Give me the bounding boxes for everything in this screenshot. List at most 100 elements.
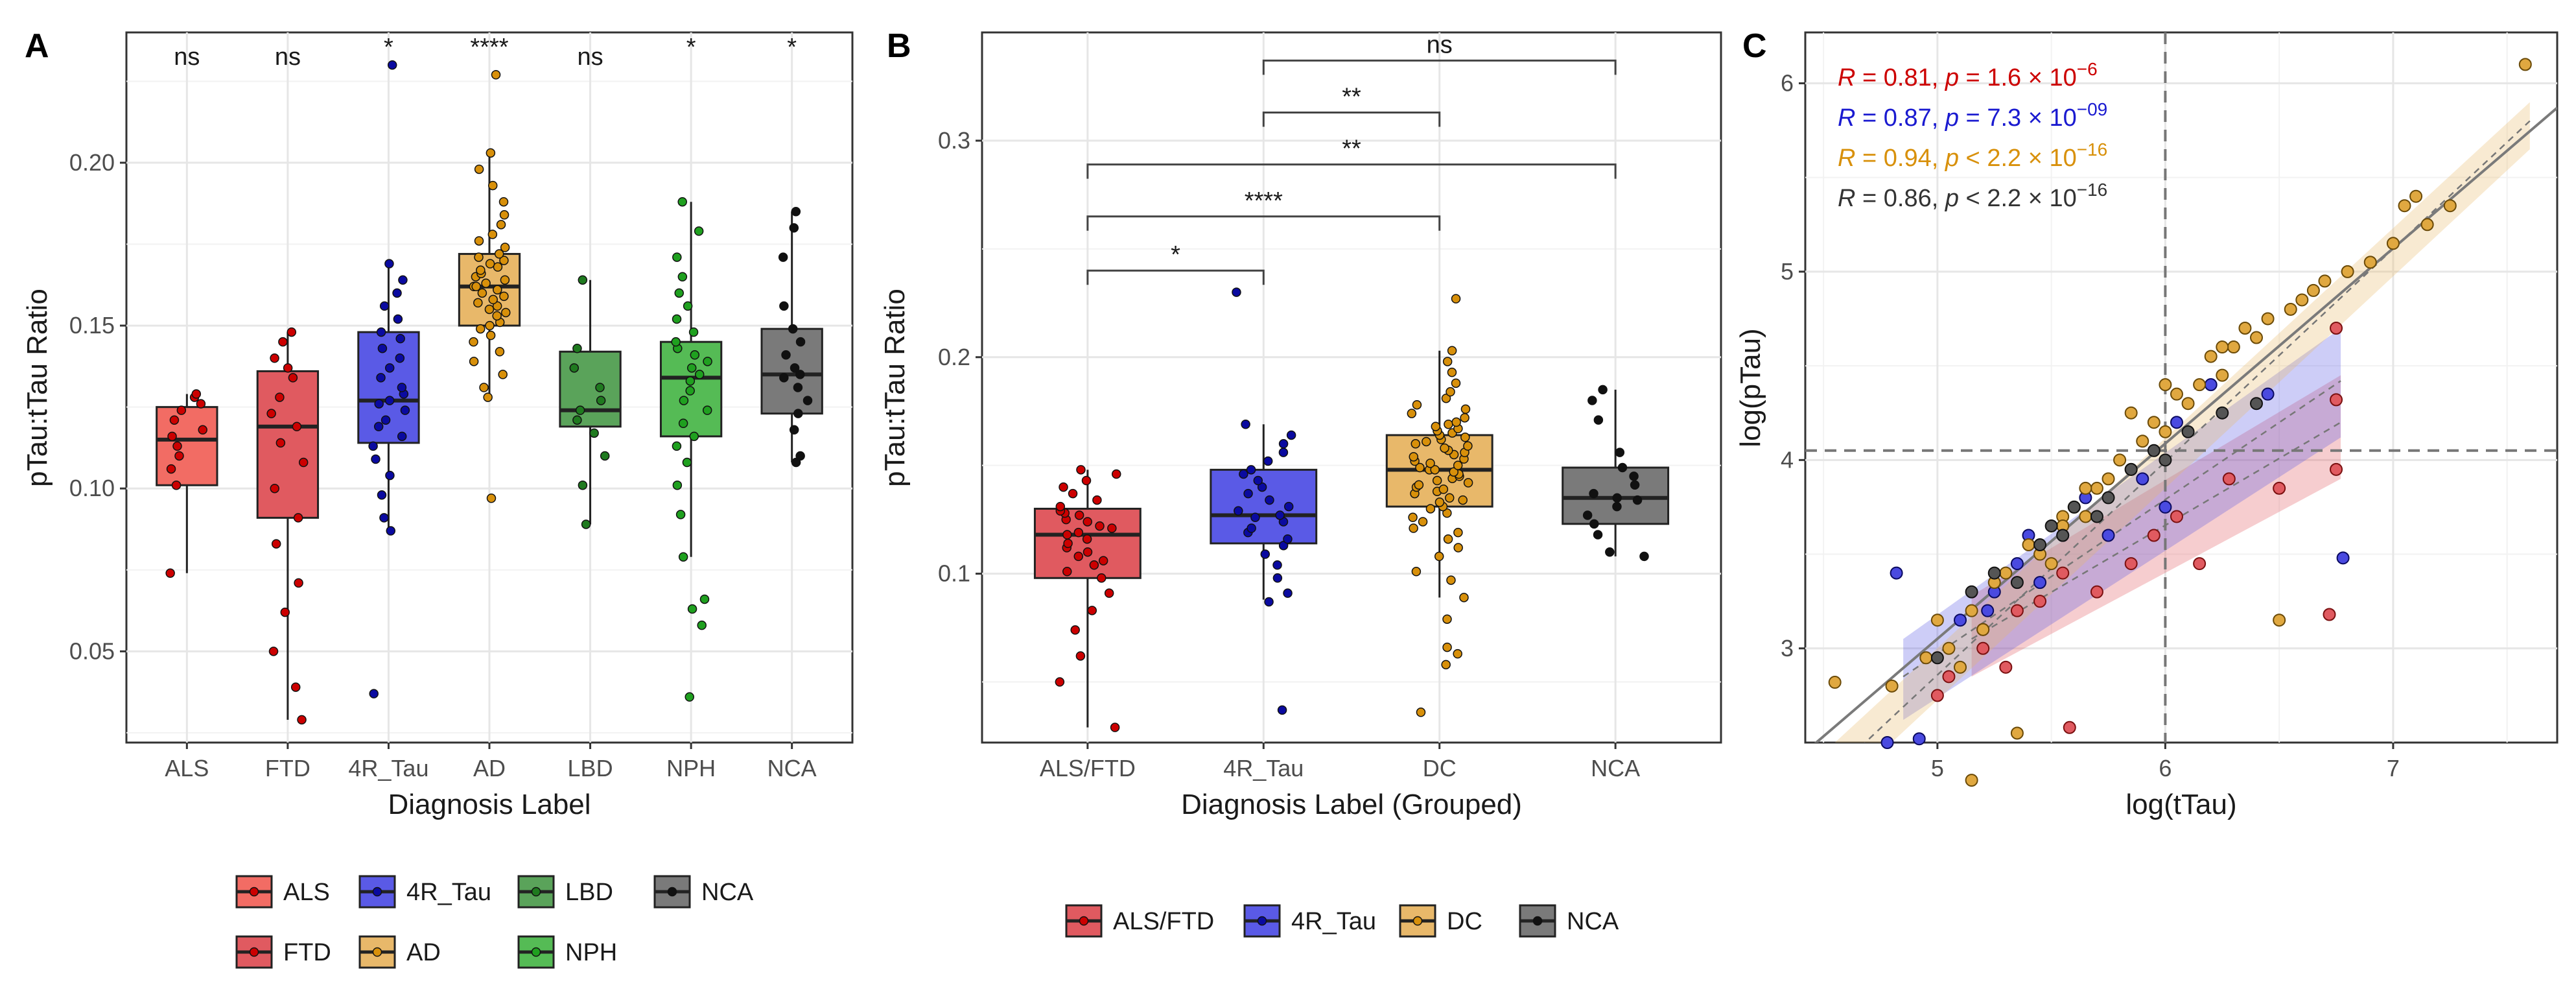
panel-a-boxes: ns ns * **** ns * * (156, 34, 823, 725)
data-point (474, 236, 484, 246)
x-tick-label: 7 (2387, 755, 2400, 781)
data-point (2273, 481, 2286, 495)
data-point (368, 441, 378, 451)
panel-c-y-axis-title: log(pTau) (1735, 328, 1766, 447)
y-tick-label: 0.3 (938, 127, 970, 154)
data-point (2386, 237, 2400, 250)
data-point (589, 428, 599, 438)
data-point (499, 291, 509, 302)
data-point (486, 494, 497, 503)
data-point (498, 197, 509, 207)
box-body (256, 370, 320, 519)
data-point (275, 438, 286, 448)
x-tick-label: 4R_Tau (348, 755, 428, 781)
legend-label: DC (1447, 908, 1482, 935)
panel-a: ns ns * **** ns * * 0.050.100.150.20 ALS FTD 4R_… (21, 31, 854, 969)
legend-item: AD (358, 935, 441, 969)
data-point (793, 409, 803, 418)
box-lbd (559, 275, 622, 529)
data-point (1283, 501, 1294, 512)
x-tick-label: 5 (1931, 755, 1944, 781)
legend-key-point (1412, 916, 1423, 926)
data-point (280, 607, 290, 617)
data-point (477, 288, 487, 298)
data-point (384, 259, 394, 268)
legend-label: NCA (701, 879, 754, 906)
x-tick-label: NPH (666, 755, 716, 781)
data-point (1598, 385, 1608, 395)
data-point (2102, 491, 2115, 505)
data-point (1070, 625, 1080, 635)
x-tick-label: 6 (2159, 755, 2172, 781)
data-point (1415, 462, 1425, 473)
annotation-part: = (1959, 64, 1987, 91)
data-point (1277, 705, 1287, 715)
annotation-part: R (1838, 104, 1855, 132)
data-point (474, 164, 484, 174)
x-tick-label: LBD (568, 755, 613, 781)
legend-label: AD (406, 939, 441, 966)
data-point (283, 363, 293, 373)
data-point (2170, 387, 2183, 401)
x-tick-label: 4R_Tau (1223, 755, 1304, 781)
legend-item: DC (1399, 904, 1482, 938)
data-point (1447, 346, 1457, 355)
significance-label: ns (577, 43, 603, 71)
data-point (581, 519, 591, 529)
data-point (690, 350, 700, 360)
data-point (1447, 367, 1457, 377)
data-point (384, 396, 395, 405)
data-point (2079, 510, 2092, 523)
annotation-part: = (1855, 185, 1883, 212)
data-point (600, 451, 610, 461)
data-point (677, 272, 688, 281)
data-point (2044, 557, 2058, 571)
panel-b-plot-area (981, 31, 1722, 744)
data-point (677, 197, 687, 207)
data-point (1965, 774, 1978, 787)
data-point (271, 539, 281, 549)
data-point (2330, 462, 2343, 476)
panel-a-legend: ALS 4R_Tau LBD NCA FTD AD NPH (235, 875, 754, 969)
data-point (373, 422, 384, 432)
data-point (1587, 396, 1597, 405)
data-point (386, 526, 396, 536)
legend-key-point (249, 887, 259, 897)
data-point (2216, 368, 2229, 382)
data-point (2063, 721, 2076, 734)
data-point (1107, 523, 1117, 533)
data-point (702, 405, 712, 415)
data-point (1885, 679, 1899, 693)
data-point (487, 230, 498, 239)
data-point (1880, 736, 1894, 749)
data-point (791, 207, 801, 217)
data-point (268, 647, 279, 656)
data-point (496, 220, 506, 230)
data-point (795, 370, 805, 379)
data-point (578, 275, 588, 285)
data-point (165, 568, 175, 578)
bracket-line (1086, 215, 1441, 231)
data-point (474, 252, 484, 262)
bracket-line (1086, 269, 1265, 285)
data-point (2159, 500, 2172, 514)
data-point (2181, 397, 2195, 411)
significance-label: ns (275, 43, 301, 71)
data-point (1082, 534, 1092, 544)
data-point (191, 389, 202, 399)
annotation-part: = (1855, 145, 1883, 172)
box-nph (659, 197, 723, 702)
y-tick-label: 4 (1781, 446, 1794, 473)
data-point (1460, 412, 1469, 423)
data-point (2102, 529, 2115, 542)
box-4r-tau (357, 60, 420, 698)
annotation-part: 2.2 (1987, 145, 2021, 172)
y-tick-label: 5 (1781, 258, 1794, 285)
data-point (2170, 416, 2183, 429)
data-point (703, 357, 712, 366)
panel-b: *********ns 0.10.20.3 ALS/FTD 4R_Tau DC NCA… (879, 31, 1722, 938)
data-point (1073, 551, 1084, 562)
data-point (392, 288, 402, 298)
data-point (1076, 465, 1086, 475)
